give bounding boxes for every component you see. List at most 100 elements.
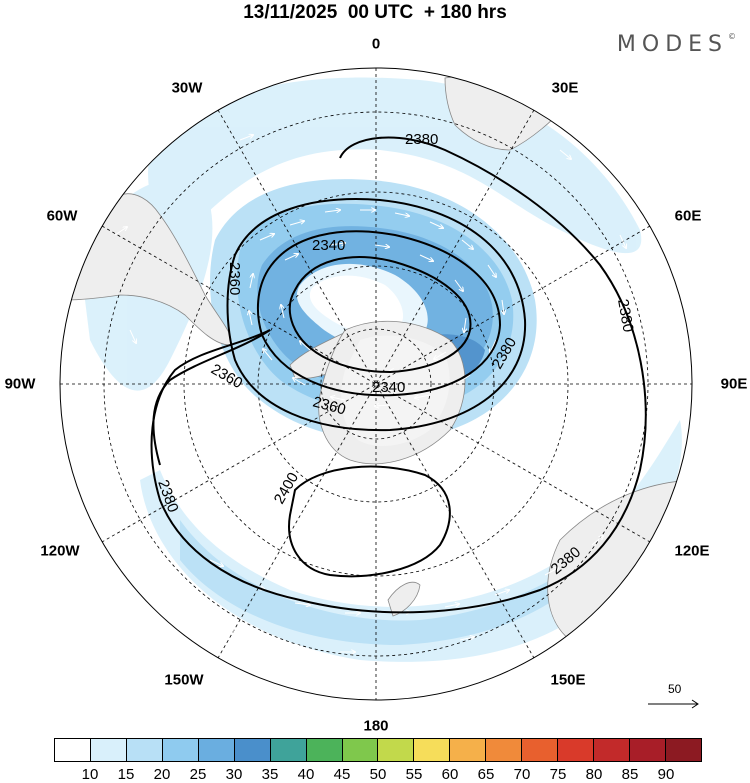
colorbar-ticks: 10 15 20 25 30 35 40 45 50 55 60 65 70 75 80 85 90 <box>54 766 702 783</box>
colorbar-tick-label: 65 <box>477 766 495 783</box>
vortex-center-white <box>309 275 404 335</box>
colorbar-tick-label: 55 <box>405 766 423 783</box>
logo-text: MODES <box>616 32 728 57</box>
wind-vector <box>494 590 509 596</box>
wind-vector <box>619 234 626 248</box>
colorbar <box>54 738 702 762</box>
wind-vector <box>444 604 459 608</box>
lon-label-120w: 120W <box>40 542 80 560</box>
map-border <box>59 67 693 701</box>
wind-vector <box>429 221 443 228</box>
wind-vector <box>394 212 409 216</box>
lon-label-90e: 90E <box>720 375 748 393</box>
wind-vector <box>461 239 473 249</box>
contour-label: 2340 <box>372 379 405 396</box>
colorbar-swatch <box>665 739 701 761</box>
lon-label-180: 180 <box>363 717 389 735</box>
colorbar-tick-label: 50 <box>369 766 387 783</box>
map-title: 13/11/2025 00 UTC + 180 hrs <box>243 2 507 23</box>
colorbar-tick-label: 75 <box>549 766 567 783</box>
wind-vector <box>331 397 346 401</box>
wind-vector <box>284 254 298 261</box>
colorbar-tick-label: 85 <box>621 766 639 783</box>
wind-vector <box>300 341 311 351</box>
colorbar-swatch <box>55 739 91 761</box>
colorbar-swatch <box>270 739 307 761</box>
wind-vector <box>458 374 471 383</box>
wind-vector <box>249 311 253 326</box>
wind-vector <box>487 264 496 277</box>
copyright-mark: © <box>728 32 736 41</box>
lon-label-90w: 90W <box>4 375 36 393</box>
wind-vector <box>294 603 310 605</box>
wind-vector <box>415 394 431 398</box>
colorbar-tick-label: 30 <box>225 766 243 783</box>
colorbar-tick-label: 20 <box>153 766 171 783</box>
lon-label-120e: 120E <box>674 542 710 560</box>
wind-vector <box>229 629 244 634</box>
contour-label: 2360 <box>226 262 243 295</box>
colorbar-swatch <box>306 739 343 761</box>
wind-vector <box>281 305 285 319</box>
wind-vector <box>289 221 304 226</box>
colorbar-tick-label: 25 <box>189 766 207 783</box>
colorbar-swatch <box>522 739 559 761</box>
wind-vector <box>209 559 223 566</box>
lon-label-150e: 150E <box>550 671 586 689</box>
wind-vector <box>293 378 306 386</box>
colorbar-swatch <box>90 739 127 761</box>
contour-label: 2340 <box>312 237 345 254</box>
colorbar-tick-label: 40 <box>297 766 315 783</box>
graticule <box>60 68 692 700</box>
wind-vector <box>179 499 188 512</box>
wind-vector <box>284 645 300 647</box>
colorbar-swatch <box>630 739 666 761</box>
wind-vector <box>454 279 463 291</box>
wind-vector <box>464 317 466 332</box>
colorbar-tick-label: 60 <box>441 766 459 783</box>
wind-band-south-inner <box>180 520 610 645</box>
contour-2380-north <box>150 136 647 614</box>
colorbar-tick-label: 80 <box>585 766 603 783</box>
polar-map: 2380 2340 2360 2380 2380 2360 2360 2340 … <box>59 67 693 701</box>
contour-2360-west <box>152 329 271 466</box>
wind-vector <box>129 329 136 343</box>
wind-vectors <box>114 135 650 652</box>
colorbar-swatch <box>162 739 199 761</box>
colorbar-tick-label: 45 <box>333 766 351 783</box>
contour-label: 2380 <box>614 298 637 334</box>
antarctica-interior-shape <box>341 335 450 446</box>
colorbar-tick-label: 35 <box>261 766 279 783</box>
reference-vector-arrow <box>648 699 699 709</box>
wind-vector <box>324 210 340 212</box>
lon-label-30e: 30E <box>551 79 579 97</box>
colorbar-tick-label: 70 <box>513 766 531 783</box>
wind-vector <box>648 439 650 454</box>
geopotential-contours <box>150 136 647 614</box>
wind-vector <box>375 405 391 406</box>
lon-label-30w: 30W <box>171 79 203 97</box>
wind-vector <box>329 243 345 245</box>
wind-vector <box>249 274 253 289</box>
reference-vector-label: 50 <box>668 682 682 696</box>
wind-vector <box>459 637 474 641</box>
colorbar-swatch <box>126 739 163 761</box>
colorbar-swatch <box>342 739 379 761</box>
colorbar-tick-label: 10 <box>81 766 99 783</box>
wind-vector <box>434 351 447 359</box>
wind-vector <box>490 339 497 353</box>
lon-label-150w: 150W <box>164 671 204 689</box>
wind-vector <box>591 536 603 546</box>
colorbar-swatch <box>450 739 487 761</box>
colorbar-swatch <box>378 739 415 761</box>
lon-label-60e: 60E <box>674 207 702 225</box>
wind-vector <box>259 234 274 241</box>
colorbar-swatch <box>414 739 451 761</box>
wind-vector <box>419 254 433 261</box>
lon-label-0: 0 <box>371 35 381 53</box>
lon-label-60w: 60W <box>46 207 78 225</box>
antarctica-interior <box>341 335 450 446</box>
wind-vector <box>239 135 253 141</box>
contour-2340-inner <box>288 256 472 374</box>
colorbar-swatch <box>558 739 595 761</box>
